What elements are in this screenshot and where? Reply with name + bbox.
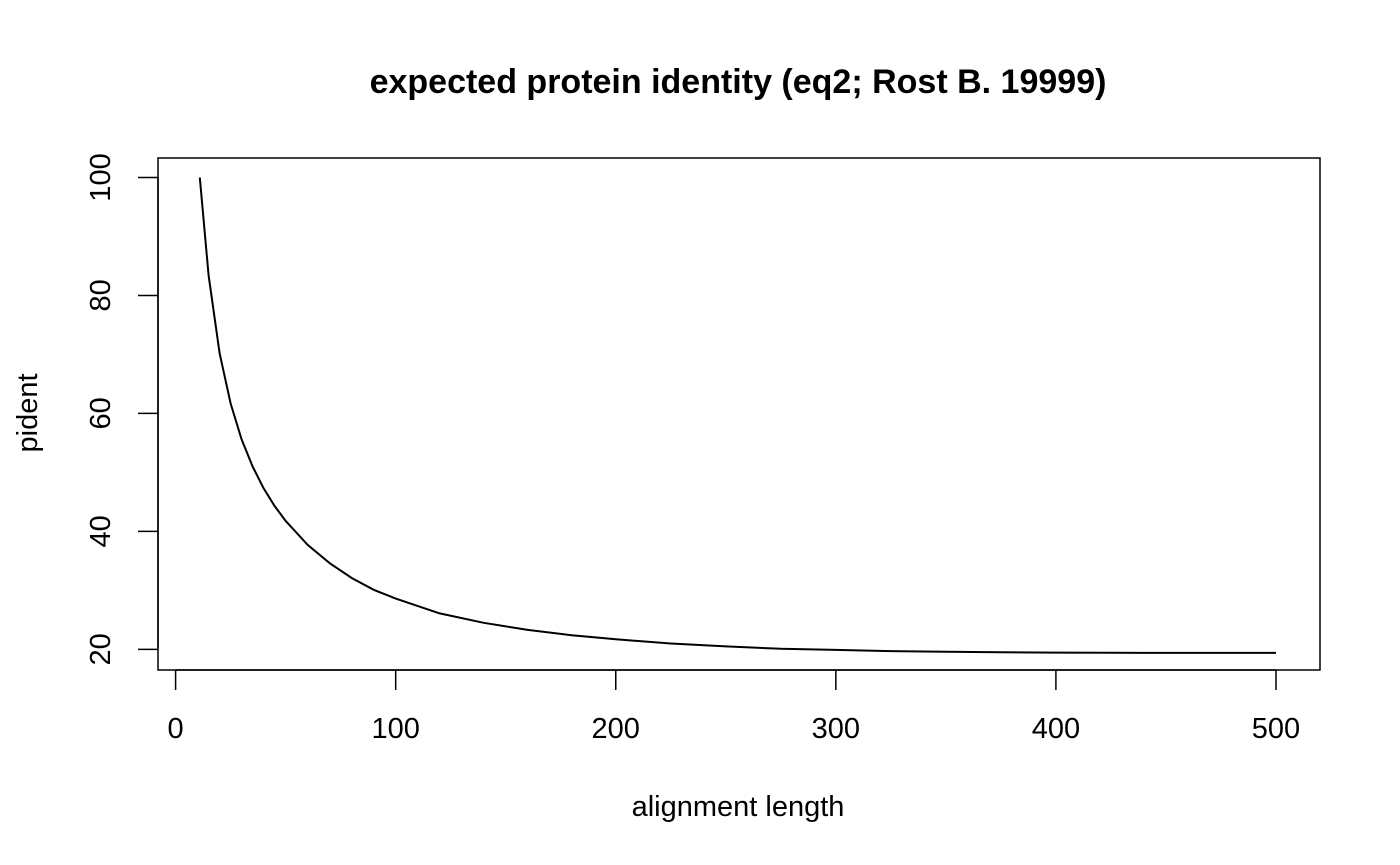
x-tick-label: 400 bbox=[1032, 713, 1080, 745]
series-line bbox=[198, 177, 1276, 654]
y-axis-label: pident bbox=[12, 373, 44, 452]
y-tick-label: 100 bbox=[85, 153, 117, 201]
y-tick-label: 60 bbox=[85, 397, 117, 429]
series-group bbox=[198, 177, 1276, 654]
x-axis: 0 100 200 300 400 500 bbox=[168, 669, 1300, 745]
plot-area-box bbox=[157, 157, 1321, 671]
x-axis-label: alignment length bbox=[632, 791, 845, 823]
y-tick-label: 40 bbox=[85, 515, 117, 547]
x-tick-label: 100 bbox=[371, 713, 419, 745]
chart-title: expected protein identity (eq2; Rost B. … bbox=[370, 63, 1107, 101]
y-tick-label: 80 bbox=[85, 279, 117, 311]
y-tick-label: 20 bbox=[85, 633, 117, 665]
x-tick-label: 200 bbox=[592, 713, 640, 745]
x-tick-label: 300 bbox=[812, 713, 860, 745]
x-tick-label: 0 bbox=[168, 713, 184, 745]
x-tick-label: 500 bbox=[1252, 713, 1300, 745]
y-axis: 20 40 60 80 100 bbox=[85, 153, 159, 666]
